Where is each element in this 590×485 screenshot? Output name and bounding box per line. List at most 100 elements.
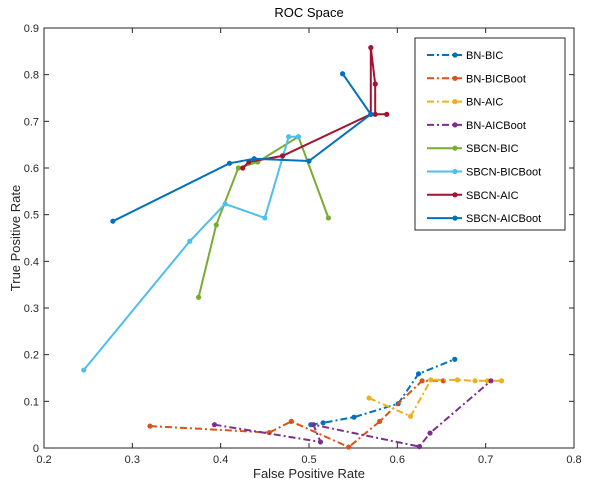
legend-label: SBCN-AIC bbox=[466, 190, 519, 202]
data-point bbox=[222, 201, 228, 207]
data-point bbox=[317, 439, 324, 445]
data-point bbox=[368, 111, 374, 117]
data-point bbox=[452, 356, 458, 362]
data-point bbox=[195, 294, 202, 300]
data-point bbox=[339, 71, 346, 77]
data-point bbox=[428, 377, 434, 383]
legend-box bbox=[414, 37, 566, 231]
data-point bbox=[110, 218, 116, 224]
data-point bbox=[416, 444, 423, 450]
y-tick-label: 0 bbox=[33, 443, 39, 455]
data-point bbox=[295, 134, 301, 140]
y-tick-label: 0.4 bbox=[24, 256, 39, 268]
data-point bbox=[415, 371, 422, 377]
data-point bbox=[384, 111, 390, 117]
legend-item: BN-BIC bbox=[427, 50, 503, 62]
x-tick-label: 0.2 bbox=[36, 454, 51, 466]
data-point bbox=[213, 222, 219, 228]
data-point bbox=[372, 81, 378, 87]
x-tick-label: 0.7 bbox=[478, 454, 493, 466]
y-tick-label: 0.6 bbox=[24, 163, 39, 175]
data-point bbox=[427, 430, 433, 436]
x-axis-label: False Positive Rate bbox=[253, 466, 365, 481]
data-point bbox=[320, 420, 326, 426]
data-point bbox=[306, 158, 312, 164]
legend-label: BN-AIC bbox=[466, 97, 503, 109]
legend-label: SBCN-BIC bbox=[466, 143, 519, 155]
data-point bbox=[235, 165, 241, 171]
data-point bbox=[366, 395, 372, 401]
data-point bbox=[346, 444, 352, 450]
legend-label: SBCN-AICBoot bbox=[466, 213, 541, 225]
data-point bbox=[147, 423, 153, 429]
legend-label: SBCN-BICBoot bbox=[466, 167, 541, 179]
data-point bbox=[279, 153, 286, 159]
legend-label: BN-BICBoot bbox=[466, 73, 526, 85]
data-point bbox=[211, 422, 218, 428]
legend-marker bbox=[452, 52, 458, 58]
data-point bbox=[377, 418, 383, 424]
y-tick-label: 0.8 bbox=[24, 70, 39, 82]
y-tick-label: 0.9 bbox=[24, 23, 39, 35]
data-point bbox=[498, 378, 505, 384]
y-tick-label: 0.3 bbox=[24, 303, 39, 315]
series-line bbox=[112, 73, 373, 223]
legend-item: SBCN-BIC bbox=[427, 143, 519, 155]
data-point bbox=[472, 378, 478, 384]
legend-item: SBCN-BICBoot bbox=[427, 167, 541, 179]
data-point bbox=[368, 45, 374, 51]
x-tick-label: 0.4 bbox=[213, 454, 228, 466]
data-point bbox=[351, 414, 357, 420]
chart-title: ROC Space bbox=[274, 5, 343, 20]
data-point bbox=[310, 422, 317, 428]
data-point bbox=[419, 378, 425, 384]
series-sbcn-aicboot bbox=[110, 71, 374, 224]
data-point bbox=[488, 378, 494, 384]
legend-item: BN-AIC bbox=[427, 97, 503, 109]
data-point bbox=[454, 377, 460, 383]
y-axis-label: True Positive Rate bbox=[8, 185, 23, 291]
legend: BN-BIC BN-BICBoot BN-AIC BN-AICBoot SBCN-BIC… bbox=[414, 37, 566, 231]
data-point bbox=[226, 160, 233, 166]
series-line bbox=[214, 380, 492, 448]
axis-ticks: 0.2 0.3 0.4 0.5 0.6 0.7 0.8 0 0.1 0.2 0.3 0.4 0.5 0.6… bbox=[24, 23, 582, 466]
legend-label: BN-AICBoot bbox=[466, 120, 526, 132]
y-tick-label: 0.7 bbox=[24, 116, 39, 128]
legend-item: SBCN-AICBoot bbox=[427, 213, 541, 225]
legend-marker bbox=[452, 122, 458, 128]
x-tick-label: 0.8 bbox=[566, 454, 581, 466]
series-bn-bic bbox=[308, 356, 458, 428]
y-tick-label: 0.2 bbox=[24, 350, 39, 362]
y-tick-label: 0.5 bbox=[24, 210, 39, 222]
series-bn-bicboot bbox=[147, 378, 446, 450]
legend-marker bbox=[452, 75, 458, 81]
legend-label: BN-BIC bbox=[466, 50, 503, 62]
legend-item: SBCN-AIC bbox=[427, 190, 519, 202]
legend-item: BN-AICBoot bbox=[427, 120, 526, 132]
x-tick-label: 0.6 bbox=[390, 454, 405, 466]
data-point bbox=[187, 238, 193, 244]
legend-marker bbox=[452, 192, 458, 198]
legend-item: BN-BICBoot bbox=[427, 73, 526, 85]
x-tick-label: 0.5 bbox=[301, 454, 316, 466]
data-point bbox=[251, 156, 257, 162]
data-point bbox=[240, 165, 246, 171]
legend-marker bbox=[452, 145, 458, 151]
legend-marker bbox=[452, 168, 458, 175]
series-line bbox=[197, 135, 330, 298]
data-point bbox=[81, 367, 87, 373]
data-point bbox=[262, 215, 268, 221]
series-sbcn-bicboot bbox=[81, 134, 301, 373]
legend-marker bbox=[452, 215, 458, 221]
data-point bbox=[372, 111, 378, 117]
series-bn-aicboot bbox=[211, 378, 494, 450]
data-point bbox=[325, 215, 332, 221]
data-point bbox=[288, 418, 294, 424]
data-point bbox=[407, 413, 414, 419]
data-point bbox=[286, 134, 292, 140]
x-tick-label: 0.3 bbox=[125, 454, 140, 466]
series-lines bbox=[81, 45, 505, 450]
legend-marker bbox=[452, 99, 458, 105]
y-tick-label: 0.1 bbox=[24, 396, 39, 408]
